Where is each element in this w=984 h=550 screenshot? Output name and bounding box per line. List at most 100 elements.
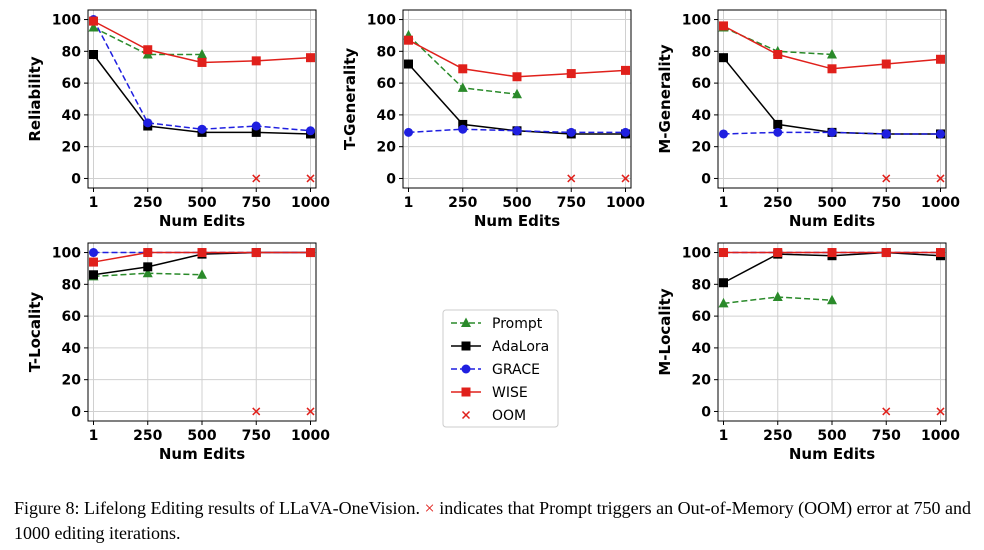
y-tick-label: 80 xyxy=(62,44,82,60)
data-point-adalora xyxy=(773,119,783,129)
legend-marker-oom xyxy=(461,410,471,420)
x-tick-label: 500 xyxy=(817,195,846,211)
y-tick-label: 20 xyxy=(377,140,397,156)
data-point-oom xyxy=(252,174,261,183)
data-point-adalora xyxy=(143,262,153,272)
data-point-oom-stroke-b xyxy=(306,407,315,416)
legend-entry-grace: GRACE xyxy=(451,362,540,378)
x-tick-label: 1000 xyxy=(921,428,960,444)
y-tick-label: 20 xyxy=(692,140,712,156)
data-point-grace xyxy=(251,121,261,131)
series-prompt xyxy=(718,291,837,308)
legend-marker-wise xyxy=(461,387,471,397)
data-point-adalora xyxy=(719,278,728,288)
x-axis-label: Num Edits xyxy=(159,212,245,230)
x-tick-label: 750 xyxy=(242,428,271,444)
legend-label: OOM xyxy=(492,408,526,424)
data-point-wise xyxy=(197,57,207,67)
y-tick-label: 100 xyxy=(367,13,396,29)
chart-panel-reliability: 1 250 500 750 1000 0 20 40 60 80 100 Num Edits Relia… xyxy=(26,9,330,230)
data-point-wise xyxy=(306,53,315,63)
legend-label: WISE xyxy=(492,385,528,401)
chart-panel-m-locality: 1 250 500 750 1000 0 20 40 60 80 100 Num Edits M-Loc… xyxy=(656,242,960,463)
series-line-prompt xyxy=(93,26,202,56)
data-point-oom-stroke-b xyxy=(567,174,576,183)
chart-panel-t-generality: 1 250 500 750 1000 0 20 40 60 80 100 Num Edits T-Gen… xyxy=(341,9,645,230)
x-tick-label: 250 xyxy=(448,195,477,211)
data-point-wise xyxy=(143,45,153,55)
data-point-wise xyxy=(719,21,728,31)
chart-panel-m-generality: 1 250 500 750 1000 0 20 40 60 80 100 Num Edits M-Gen… xyxy=(656,9,960,230)
data-point-grace xyxy=(773,127,783,137)
data-point-prompt xyxy=(512,88,522,99)
data-point-grace xyxy=(89,248,98,258)
data-point-grace xyxy=(458,124,468,134)
x-tick-label: 1000 xyxy=(606,195,645,211)
oom-cross-icon: × xyxy=(424,498,435,518)
series-wise xyxy=(719,21,945,74)
y-tick-label: 0 xyxy=(701,404,711,420)
y-tick-label: 20 xyxy=(62,140,82,156)
x-tick-label: 250 xyxy=(133,428,162,444)
y-tick-label: 20 xyxy=(692,373,712,389)
y-tick-label: 100 xyxy=(682,246,711,262)
legend-entry-oom: OOM xyxy=(461,408,526,424)
data-point-oom xyxy=(252,407,261,416)
data-point-oom xyxy=(882,407,891,416)
data-point-adalora xyxy=(719,53,728,63)
data-point-oom-stroke-b xyxy=(882,407,891,416)
data-point-oom-stroke-b xyxy=(252,407,261,416)
data-point-grace xyxy=(827,127,837,137)
series-oom xyxy=(252,174,315,183)
y-axis-label: T-Generality xyxy=(341,48,359,151)
data-point-wise xyxy=(827,64,837,74)
series-oom xyxy=(252,407,315,416)
x-tick-label: 750 xyxy=(242,195,271,211)
series-grace xyxy=(719,127,945,139)
data-point-oom-stroke-b xyxy=(252,174,261,183)
x-tick-label: 500 xyxy=(187,428,216,444)
legend-entry-wise: WISE xyxy=(451,385,528,401)
x-tick-label: 1 xyxy=(404,195,414,211)
x-axis-label: Num Edits xyxy=(159,445,245,463)
data-point-wise xyxy=(143,248,153,258)
data-point-prompt xyxy=(457,82,468,92)
y-tick-label: 60 xyxy=(62,76,82,92)
series-oom xyxy=(882,174,945,183)
x-tick-label: 250 xyxy=(763,428,792,444)
data-point-prompt xyxy=(772,291,783,302)
data-point-oom xyxy=(306,407,315,416)
data-point-grace xyxy=(621,127,630,137)
x-axis-label: Num Edits xyxy=(789,445,875,463)
y-tick-label: 80 xyxy=(62,277,82,293)
data-point-oom-stroke-b xyxy=(882,174,891,183)
data-point-wise xyxy=(404,35,413,45)
y-tick-label: 0 xyxy=(701,171,711,187)
caption-suffix: indicates that Prompt triggers an Out-of… xyxy=(14,498,972,543)
data-point-prompt xyxy=(827,49,837,59)
data-point-oom xyxy=(882,174,891,183)
series-wise xyxy=(89,16,315,67)
data-point-wise xyxy=(251,248,261,258)
x-tick-label: 500 xyxy=(187,195,216,211)
y-axis-label: Reliability xyxy=(26,56,44,141)
x-tick-label: 250 xyxy=(133,195,162,211)
data-point-adalora xyxy=(404,59,413,69)
data-point-wise xyxy=(773,248,783,258)
data-point-oom xyxy=(621,174,630,183)
x-tick-label: 750 xyxy=(872,428,901,444)
data-point-oom xyxy=(936,174,945,183)
data-point-oom-stroke-b xyxy=(936,407,945,416)
data-point-oom-stroke-b xyxy=(621,174,630,183)
x-tick-label: 1000 xyxy=(291,428,330,444)
y-tick-label: 80 xyxy=(377,44,397,60)
data-point-wise xyxy=(936,54,945,64)
data-point-adalora xyxy=(458,119,468,129)
series-oom xyxy=(567,174,630,183)
data-point-grace xyxy=(719,129,728,139)
x-tick-label: 1 xyxy=(719,428,729,444)
x-tick-label: 1 xyxy=(89,195,99,211)
y-tick-label: 100 xyxy=(52,246,81,262)
chart-panel-t-locality: 1 250 500 750 1000 0 20 40 60 80 100 Num Edits T-Loc… xyxy=(26,242,330,463)
legend-marker-oom-stroke-b xyxy=(461,410,471,420)
